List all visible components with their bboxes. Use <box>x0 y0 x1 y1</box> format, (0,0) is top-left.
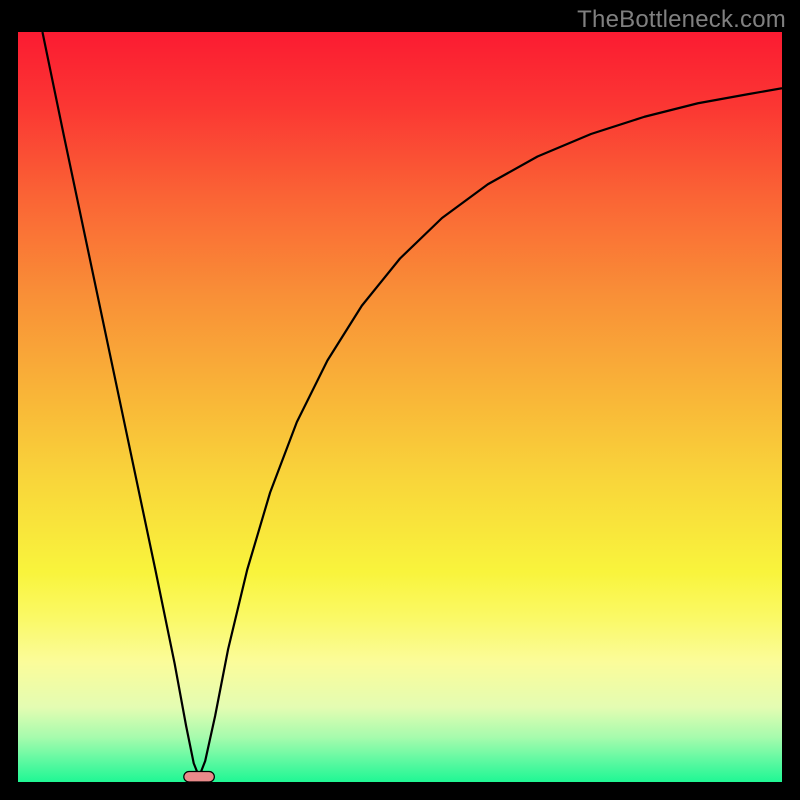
min-marker <box>184 772 215 783</box>
chart-svg <box>18 32 782 782</box>
watermark-text: TheBottleneck.com <box>577 6 786 34</box>
plot-area <box>18 32 782 782</box>
chart-frame: TheBottleneck.com <box>0 0 800 800</box>
gradient-background <box>18 32 782 782</box>
